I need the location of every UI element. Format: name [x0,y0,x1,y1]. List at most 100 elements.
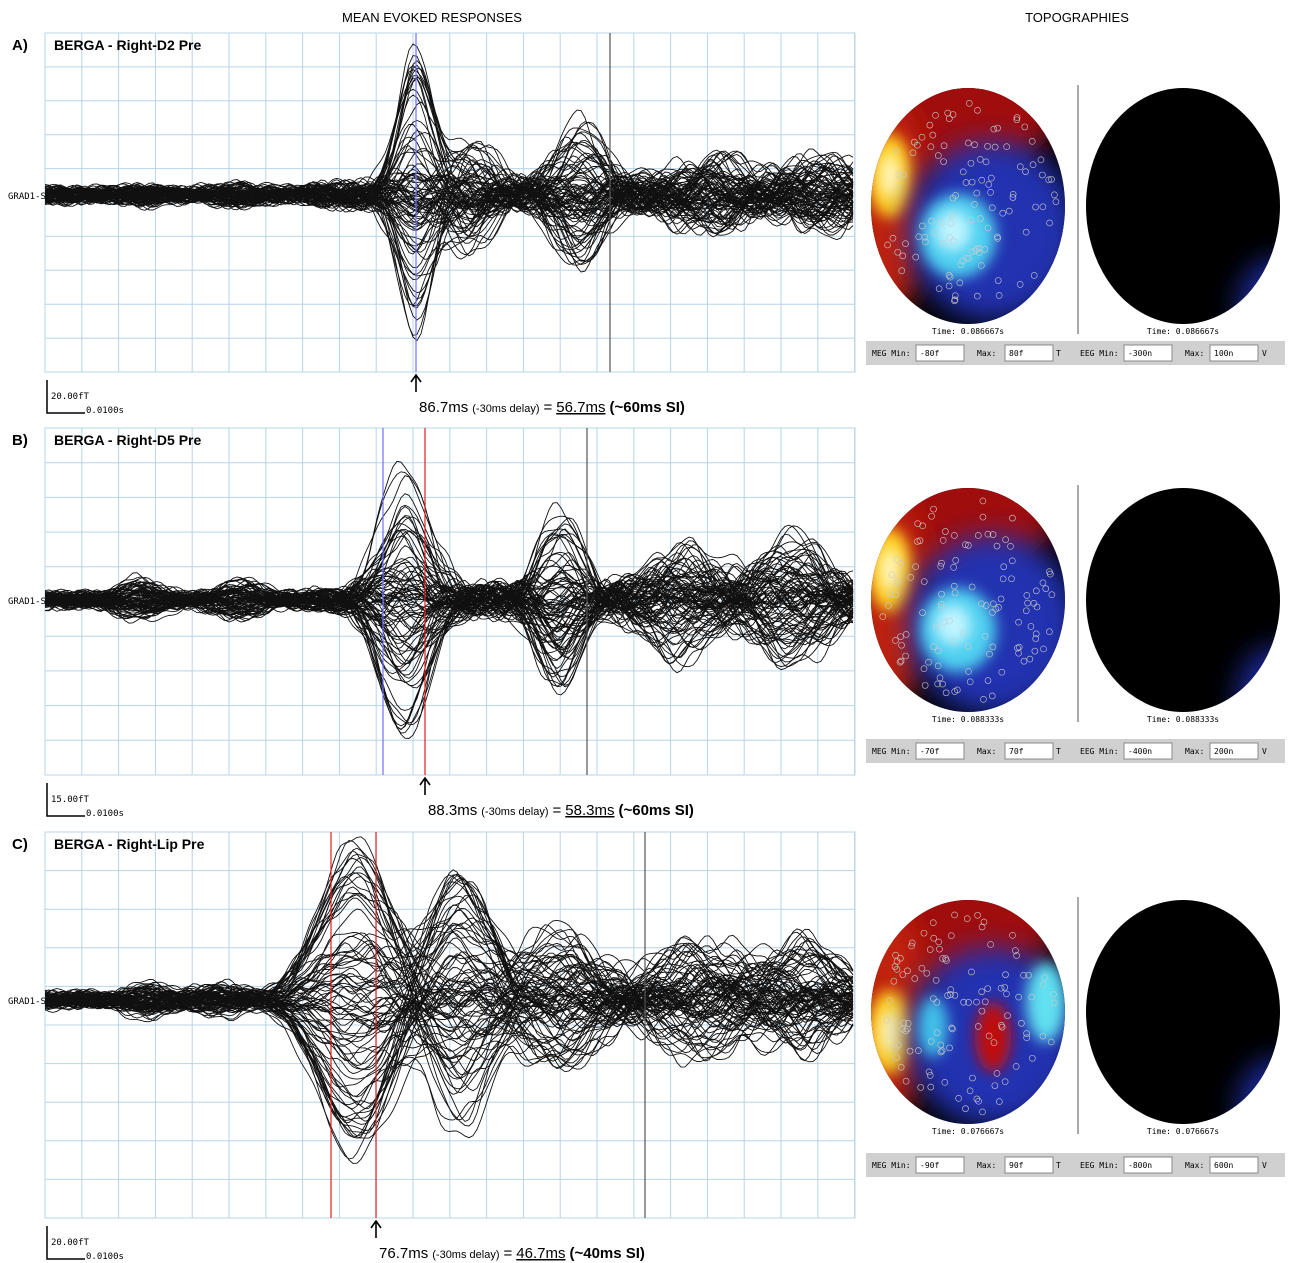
panel-title: BERGA - Right-Lip Pre [54,836,205,852]
control-eeg_min_label: EEG Min: [1080,349,1119,358]
annotation-delay: (-30ms delay) [481,806,548,818]
sensor [951,992,959,999]
sensor [892,591,900,598]
topography [871,88,1065,324]
scale-bar [46,1226,85,1260]
sensor [922,238,929,246]
sensor [950,638,958,645]
sensor [989,531,997,538]
sensor [893,556,901,563]
sensor [1030,272,1038,279]
sensor [938,600,945,608]
sensor [909,149,917,157]
sensor [946,617,953,625]
sensor [948,932,955,939]
sensor [946,234,954,241]
sensor [954,686,961,694]
sensor [988,692,996,700]
sensor [936,945,943,953]
sensor [898,641,905,649]
sensor [997,595,1005,603]
sensor [904,967,911,975]
topo-bg [1086,88,1280,324]
control-meg_unit: T [1056,747,1061,756]
sensor [1029,1054,1036,1062]
sensor [976,156,984,163]
sensor [978,988,985,996]
sensor [1013,116,1021,124]
sensor [914,538,921,545]
sensor [1046,568,1053,575]
sensor [1016,163,1024,170]
sensor [1003,990,1010,998]
topo-cyan-core [935,211,971,251]
waveform [45,552,854,638]
sensor [1051,191,1058,199]
sensor [1012,1063,1020,1070]
sensor [892,951,899,959]
waveform [45,153,854,257]
sensor [965,643,972,650]
waveform [45,142,854,219]
waveform [45,949,854,1098]
sensor [985,1032,993,1040]
sensor [979,497,987,505]
scale-amplitude: 15.00fT [51,795,90,805]
sensor [1026,655,1034,663]
sensor [1012,947,1019,954]
sensor [999,209,1007,217]
sensor [1003,143,1010,151]
sensor [1009,191,1017,198]
sensor [974,292,981,300]
sensor [1020,657,1028,665]
sensor [927,1083,935,1091]
sensor [925,1068,933,1076]
sensor [934,647,942,655]
sensor [943,957,950,964]
waveforms [45,460,854,739]
sensor [932,112,939,119]
topography [1086,488,1280,712]
sensor [930,995,937,1002]
sensor [1022,168,1029,175]
sensor [1039,1032,1047,1040]
control-eeg_max_label: Max: [1185,349,1204,358]
sensor [939,536,947,544]
sensor [1041,974,1048,981]
waveform [45,551,854,734]
sensor [938,559,945,567]
sensor [1000,563,1008,571]
sensor [1002,536,1009,543]
sensor [937,1048,945,1056]
sensor [921,233,929,241]
control-eeg_min: -800n [1128,1161,1152,1170]
input-box [1209,1156,1259,1174]
annotation-corrected: 58.3ms [565,802,614,819]
waveform [45,559,854,646]
waveforms [45,43,854,342]
sensor [994,277,1002,284]
sensor [897,657,905,665]
sensor [962,1105,969,1112]
waveform [45,928,854,1019]
waveform [45,895,854,1010]
sensor [934,680,941,688]
control-eeg_min_label: EEG Min: [1080,747,1119,756]
topography [1086,900,1280,1124]
sensor [951,532,958,539]
sensor [902,1077,910,1085]
waveform [45,76,854,213]
scale-amplitude: 20.00fT [51,392,90,402]
sensor [1005,207,1013,215]
sensor [984,142,991,150]
sensor [1007,543,1014,550]
sensor [884,241,891,249]
waveform [45,578,854,627]
sensor [894,578,901,586]
sensor [984,677,992,684]
sensor [930,229,938,236]
topo-time: Time: 0.086667s [1147,327,1219,336]
sensor [977,215,984,222]
sensor [963,915,971,922]
sensor [902,1027,910,1035]
